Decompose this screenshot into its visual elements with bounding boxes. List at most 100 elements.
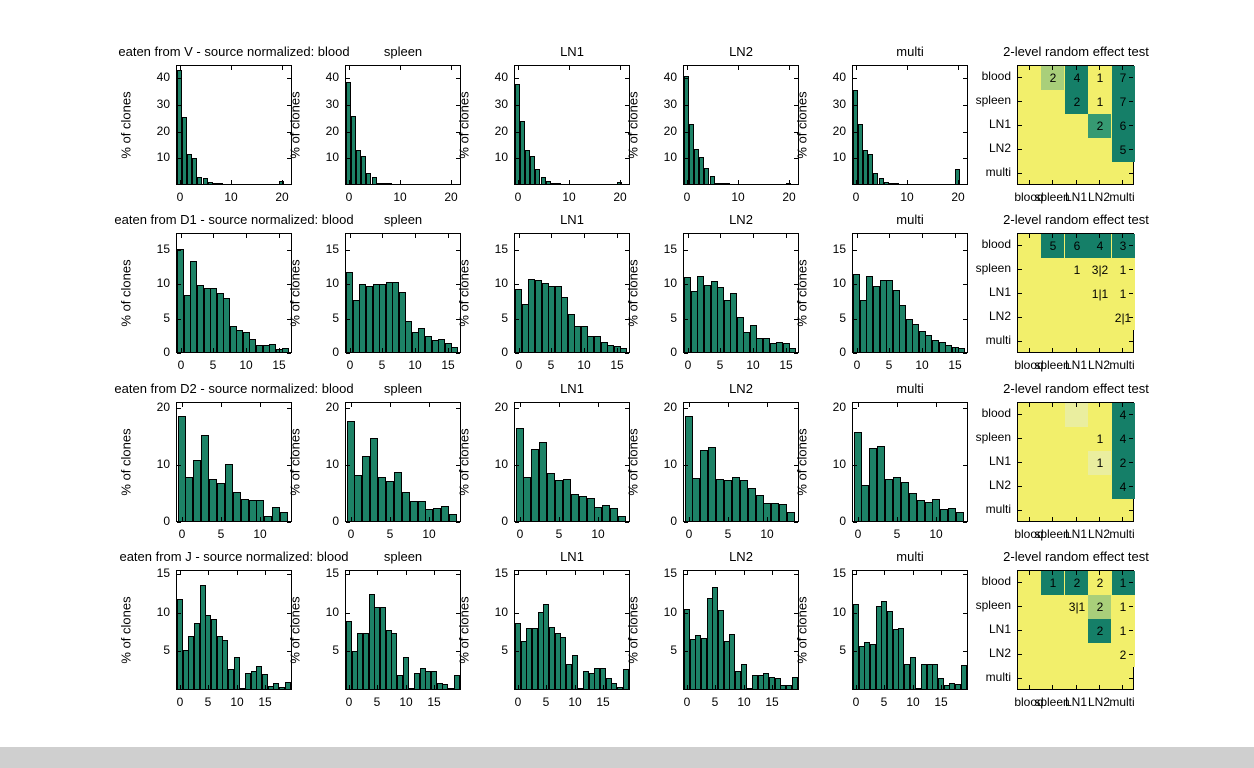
heatmap-y-tick-mark — [1129, 678, 1133, 679]
y-tick-mark — [853, 250, 857, 251]
y-tick-label: 40 — [494, 70, 508, 84]
histogram-bar — [617, 687, 623, 690]
heatmap-cell — [1065, 258, 1088, 282]
x-tick-mark — [941, 571, 942, 575]
heatmap-y-tick-mark — [1018, 341, 1022, 342]
heatmap-cell — [1112, 403, 1135, 427]
y-tick-label: 0 — [163, 514, 170, 528]
x-tick-mark — [546, 685, 547, 689]
x-tick-mark — [377, 685, 378, 689]
y-tick-mark — [794, 78, 798, 79]
y-tick-mark — [684, 158, 688, 159]
heatmap-y-tick-mark — [1018, 125, 1022, 126]
histogram-bar — [932, 340, 939, 353]
heatmap-row-label: spleen — [975, 261, 1011, 275]
heatmap-cell-value: 2 — [1073, 576, 1081, 590]
heatmap-cell — [1112, 234, 1135, 258]
y-tick-mark — [625, 105, 629, 106]
histogram-bar — [236, 330, 243, 353]
x-tick-mark — [182, 403, 183, 407]
y-tick-mark — [515, 319, 519, 320]
y-tick-mark — [287, 408, 291, 409]
histogram-bar — [741, 664, 747, 690]
heatmap-x-tick-mark — [1076, 180, 1077, 184]
histogram-bar — [889, 183, 894, 185]
y-tick-label: 10 — [832, 457, 846, 471]
y-tick-mark — [287, 522, 291, 523]
x-tick-label: 5 — [217, 527, 225, 541]
heatmap-x-tick-mark — [1099, 685, 1100, 689]
histogram-bar — [899, 305, 906, 353]
y-tick-label: 15 — [832, 566, 846, 580]
heatmap-cell-value: 2 — [1049, 71, 1057, 85]
y-tick-mark — [853, 522, 857, 523]
histogram-bar — [700, 450, 708, 522]
histogram-bar — [451, 347, 458, 353]
histogram-bar — [594, 336, 601, 353]
heatmap-cell — [1112, 451, 1135, 475]
y-tick-mark — [794, 158, 798, 159]
histogram-bar — [402, 492, 410, 522]
histogram-bar — [454, 675, 460, 690]
x-tick-mark — [789, 180, 790, 184]
x-tick-mark — [889, 348, 890, 352]
y-tick-mark — [625, 132, 629, 133]
y-tick-mark — [515, 78, 519, 79]
x-tick-mark — [936, 403, 937, 407]
heatmap-y-tick-mark — [1129, 245, 1133, 246]
x-tick-label: 10 — [393, 190, 407, 204]
histogram-bar — [208, 182, 213, 185]
histogram-bar — [594, 507, 602, 522]
histogram-bar — [685, 416, 693, 522]
y-tick-mark — [963, 353, 967, 354]
histogram-bar — [560, 637, 566, 690]
y-tick-label: 10 — [325, 276, 339, 290]
histogram-bar — [725, 183, 730, 185]
histogram-bar — [249, 339, 256, 353]
x-tick-mark — [181, 348, 182, 352]
histogram-bar — [566, 664, 572, 690]
histogram-bar — [756, 338, 763, 353]
x-tick-label: 5 — [204, 695, 212, 709]
y-tick-label: 30 — [494, 97, 508, 111]
histogram-bar — [551, 183, 556, 185]
heatmap-row-label: LN2 — [988, 646, 1011, 660]
y-tick-mark — [456, 284, 460, 285]
heatmap-y-tick-mark — [1018, 630, 1022, 631]
x-tick-label: 15 — [258, 695, 272, 709]
histogram-bar — [684, 277, 691, 353]
histogram-bar — [357, 633, 363, 690]
x-tick-mark — [180, 66, 181, 70]
y-tick-mark — [177, 651, 181, 652]
x-tick-mark — [213, 234, 214, 238]
x-tick-mark — [913, 571, 914, 575]
heatmap-x-tick-mark — [1076, 348, 1077, 352]
heatmap-cell-value: 1 — [1073, 263, 1081, 277]
x-tick-label: 5 — [378, 358, 386, 372]
y-tick-mark — [684, 465, 688, 466]
histogram-bar — [921, 664, 927, 690]
x-tick-mark — [260, 517, 261, 521]
x-tick-mark — [772, 685, 773, 689]
heatmap-cell-value: 1 — [1119, 624, 1127, 638]
y-tick-mark — [456, 574, 460, 575]
histogram-bar — [372, 177, 377, 185]
heatmap-cell-value: 3 — [1119, 239, 1127, 253]
x-tick-mark — [603, 685, 604, 689]
histogram-bar — [717, 287, 724, 353]
y-tick-mark — [177, 158, 181, 159]
histogram-bar — [695, 635, 701, 690]
histogram-bar — [425, 509, 433, 522]
histogram-bar — [694, 149, 699, 185]
x-tick-mark — [753, 348, 754, 352]
y-tick-mark — [625, 353, 629, 354]
heatmap-x-tick-mark — [1099, 180, 1100, 184]
heatmap-col-label: blood — [1014, 190, 1044, 204]
x-tick-mark — [687, 685, 688, 689]
x-tick-label: 0 — [854, 527, 862, 541]
y-tick-label: 10 — [156, 457, 170, 471]
histogram-bar — [391, 633, 397, 690]
heatmap-cell — [1065, 571, 1088, 595]
y-tick-mark — [346, 132, 350, 133]
x-tick-label: 10 — [929, 527, 943, 541]
